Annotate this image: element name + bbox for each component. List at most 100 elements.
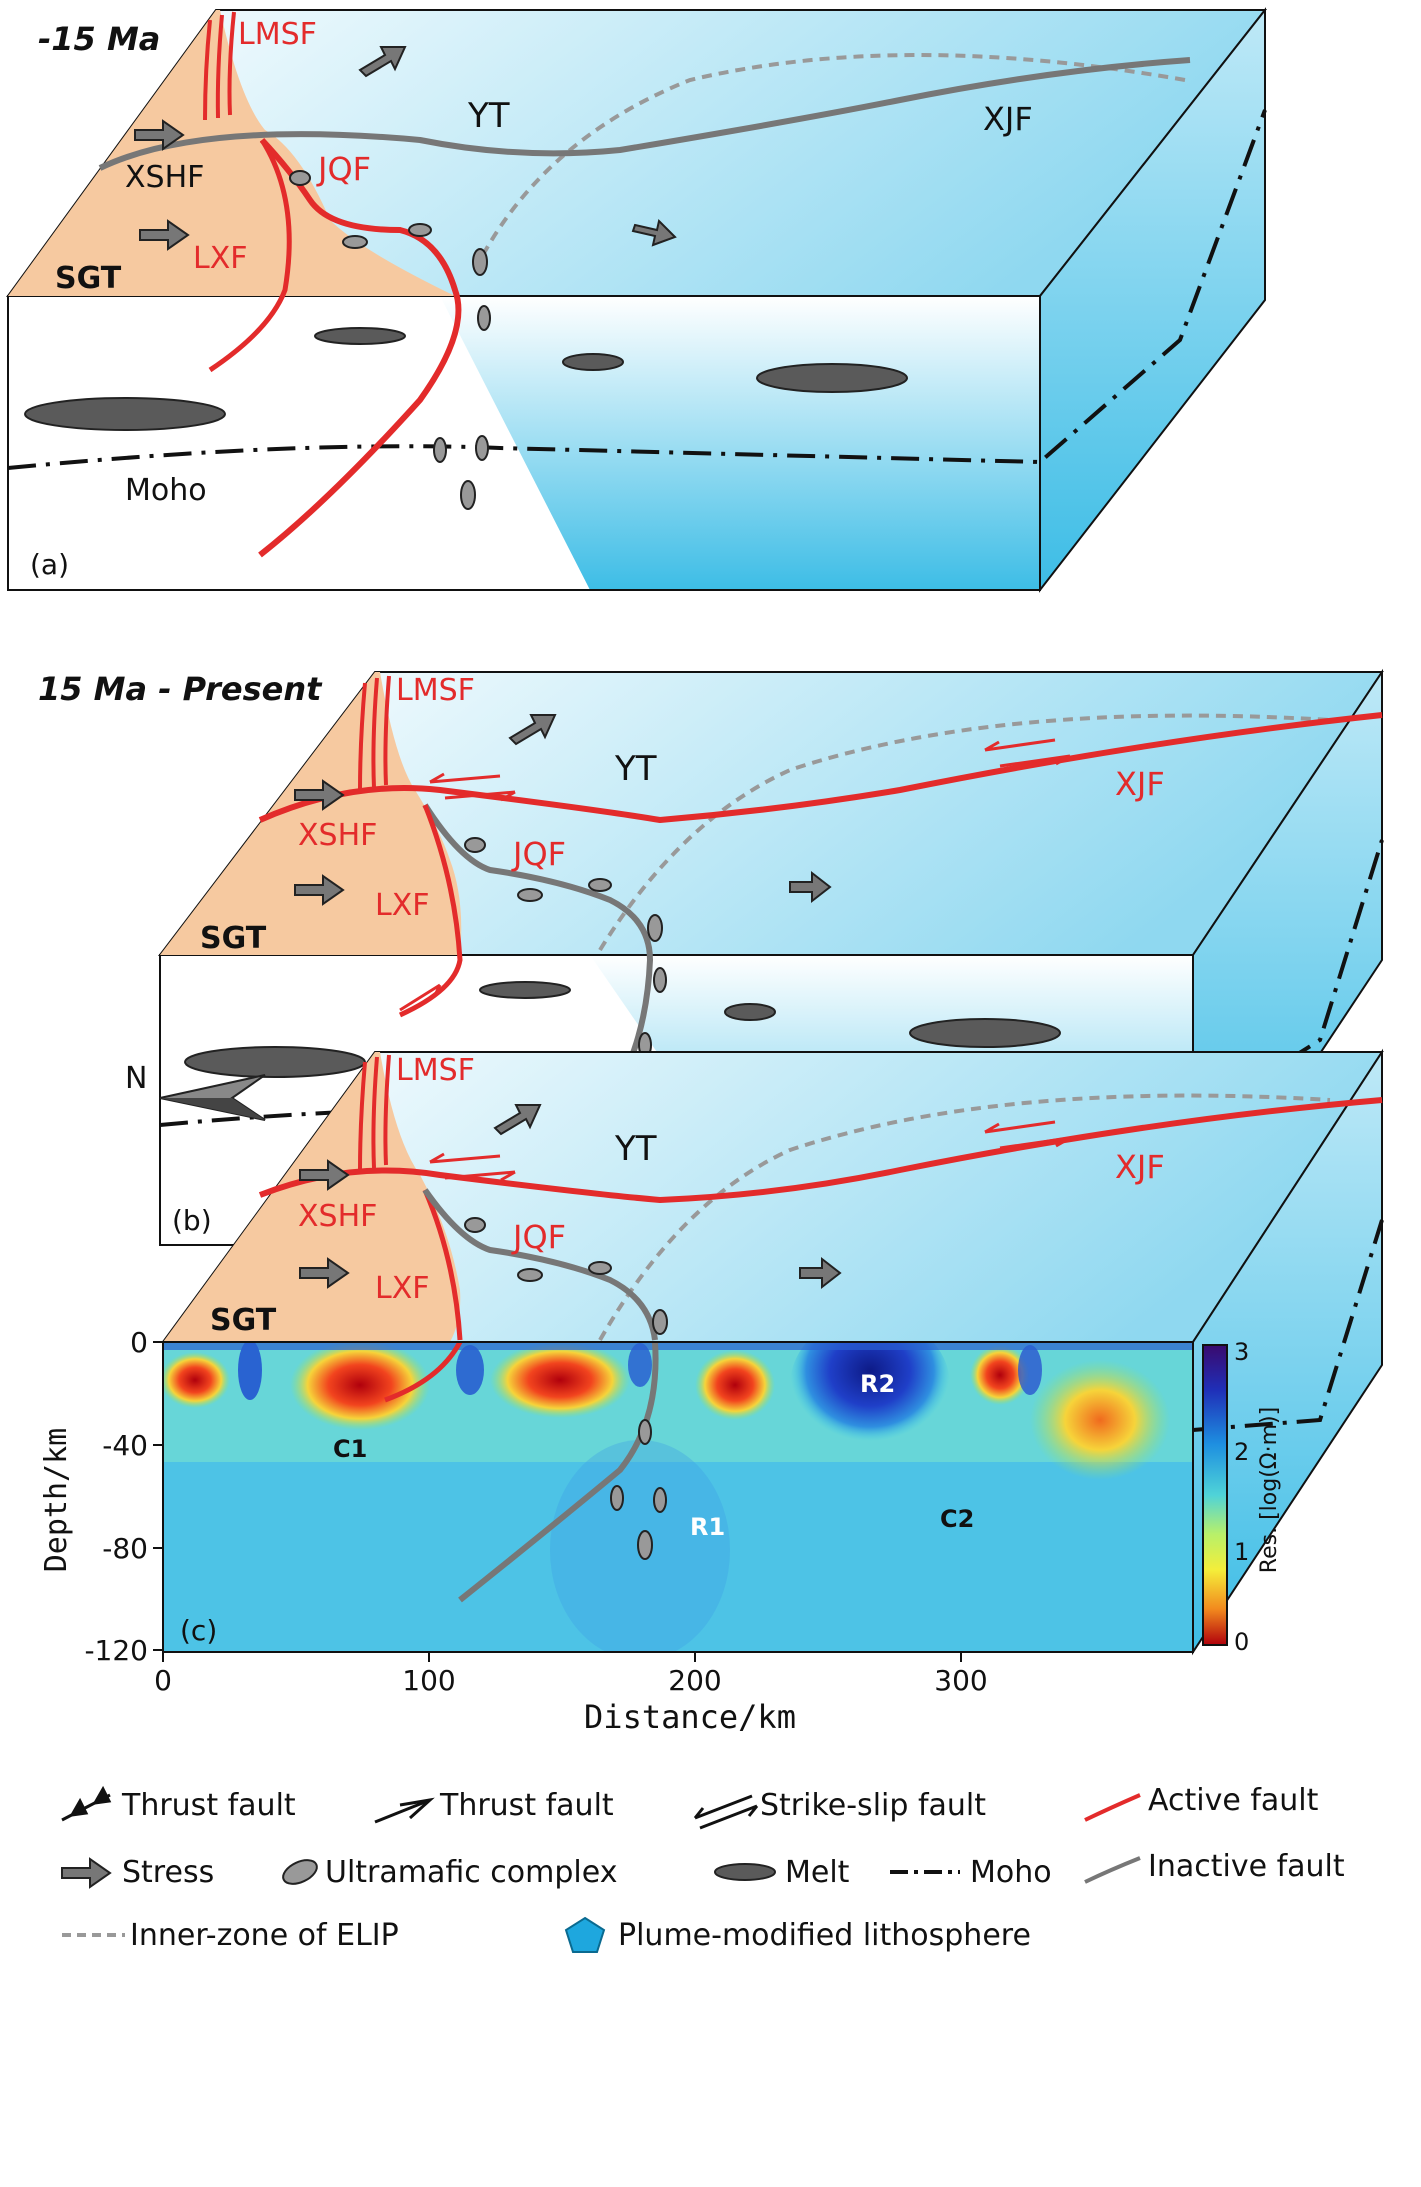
colorbar-tick: 1 [1234, 1538, 1249, 1566]
melt-lenses [184, 981, 1061, 1078]
label-jqf: JQF [511, 835, 566, 873]
plume-icon [564, 1916, 606, 1953]
anomaly-r2 [790, 1342, 950, 1455]
colorbar-tick: 3 [1234, 1338, 1249, 1366]
x-tick-label: 0 [154, 1664, 172, 1697]
label-sgt: SGT [210, 1303, 277, 1338]
panel-tag: (b) [172, 1204, 212, 1237]
label-xjf: XJF [1115, 1148, 1165, 1186]
anomaly-c1 [290, 1342, 430, 1430]
x-tick-label: 300 [934, 1664, 987, 1697]
y-tick-label: 0 [130, 1326, 148, 1359]
label-sgt: SGT [55, 261, 122, 296]
anomaly-label-c1: C1 [333, 1435, 367, 1463]
jqf-fault [422, 1188, 658, 1341]
panel-tag: (c) [180, 1614, 217, 1647]
label-yt: YT [467, 96, 510, 136]
sgt-block [8, 10, 455, 296]
x-axis-label: Distance/km [584, 1698, 796, 1736]
label-lmsf: LMSF [238, 17, 317, 52]
label-xjf: XJF [1115, 765, 1165, 803]
colorbar [1202, 1344, 1228, 1646]
melt-icon [714, 1863, 776, 1881]
stress-arrows [134, 46, 677, 251]
y-axis [153, 1341, 163, 1651]
xshf-fault [258, 1097, 1383, 1204]
legend-label: Inactive fault [1148, 1849, 1345, 1884]
moho-line [1192, 1219, 1384, 1432]
elip-inner-zone [598, 713, 1331, 952]
legend-label: Thrust fault [439, 1788, 614, 1823]
period-label: 15 Ma - Present [38, 670, 323, 708]
ultramafic-bodies [464, 1217, 668, 1335]
ultramafic-icon [282, 1859, 318, 1885]
label-sgt: SGT [200, 921, 267, 956]
label-xshf: XSHF [125, 160, 204, 195]
label-jqf: JQF [511, 1218, 566, 1256]
y-tick-label: -80 [102, 1532, 148, 1565]
strike-slip-markers [429, 1120, 1071, 1182]
active-fault-icon [1084, 1793, 1141, 1822]
elip-inner-zone [473, 53, 1186, 271]
label-lmsf: LMSF [396, 673, 475, 708]
inactive-fault-icon [1084, 1856, 1141, 1884]
period-label: -15 Ma [38, 20, 160, 58]
thrust-half-arrow-icon [374, 1797, 435, 1824]
label-jqf: JQF [316, 150, 371, 188]
y-tick-label: -120 [84, 1634, 148, 1667]
north-label: N [125, 1061, 147, 1096]
x-tick-label: 200 [668, 1664, 721, 1697]
legend-label: Plume-modified lithosphere [618, 1918, 1031, 1953]
lxf-fault [422, 1189, 463, 1341]
resistivity-section [163, 1342, 1193, 1652]
panel-c: N [39, 1048, 1384, 1736]
stress-icon [61, 1857, 112, 1889]
lmsf-fault [358, 675, 391, 791]
legend-label: Stress [122, 1855, 214, 1890]
colorbar-label: Res. [log(Ω·m)] [1257, 1407, 1282, 1573]
xshf-fault [98, 57, 1191, 171]
north-arrow-icon [159, 1074, 266, 1121]
anomaly-label-c2: C2 [940, 1505, 974, 1533]
colorbar-tick: 0 [1234, 1628, 1249, 1656]
legend-label: Thrust fault [121, 1788, 296, 1823]
label-yt: YT [614, 1129, 657, 1169]
label-xshf: XSHF [298, 818, 377, 853]
anomaly-label-r1: R1 [690, 1513, 725, 1541]
label-lxf: LXF [193, 241, 248, 276]
elip-inner-zone [598, 1093, 1331, 1341]
melt-lenses [24, 327, 908, 431]
colorbar-tick: 2 [1234, 1438, 1249, 1466]
legend-label: Moho [970, 1855, 1052, 1890]
x-axis [162, 1652, 962, 1662]
lxf-fault [398, 804, 463, 1018]
lxf-fault [208, 138, 292, 373]
legend-label: Ultramafic complex [325, 1855, 617, 1890]
label-lxf: LXF [375, 1271, 430, 1306]
panel-tag: (a) [30, 548, 69, 581]
lmsf-fault [203, 11, 236, 121]
lmsf-fault [358, 1054, 391, 1171]
anomaly-c2 [1030, 1360, 1170, 1480]
strike-slip-markers [399, 738, 1071, 1012]
stress-arrows [294, 714, 832, 906]
label-xshf: XSHF [298, 1199, 377, 1234]
panel-a: -15 Ma LMSF YT XJF XSHF JQF LXF SGT Moho… [6, 7, 1268, 593]
label-xjf: XJF [983, 100, 1033, 138]
legend-label: Melt [785, 1855, 850, 1890]
legend-label: Active fault [1148, 1783, 1319, 1818]
y-tick-label: -40 [102, 1429, 148, 1462]
label-lmsf: LMSF [396, 1053, 475, 1088]
y-axis-label: Depth/km [39, 1428, 74, 1573]
thrust-fault-icon [61, 1785, 112, 1822]
strike-slip-icon [693, 1794, 759, 1830]
label-lxf: LXF [375, 888, 430, 923]
label-yt: YT [614, 749, 657, 789]
anomaly-label-r2: R2 [860, 1370, 895, 1398]
x-tick-label: 100 [402, 1664, 455, 1697]
legend: Thrust fault Thrust fault Strike-slip fa… [61, 1783, 1345, 1953]
label-moho: Moho [125, 473, 207, 508]
jqf-fault [258, 137, 462, 558]
stress-arrows [299, 1104, 842, 1290]
